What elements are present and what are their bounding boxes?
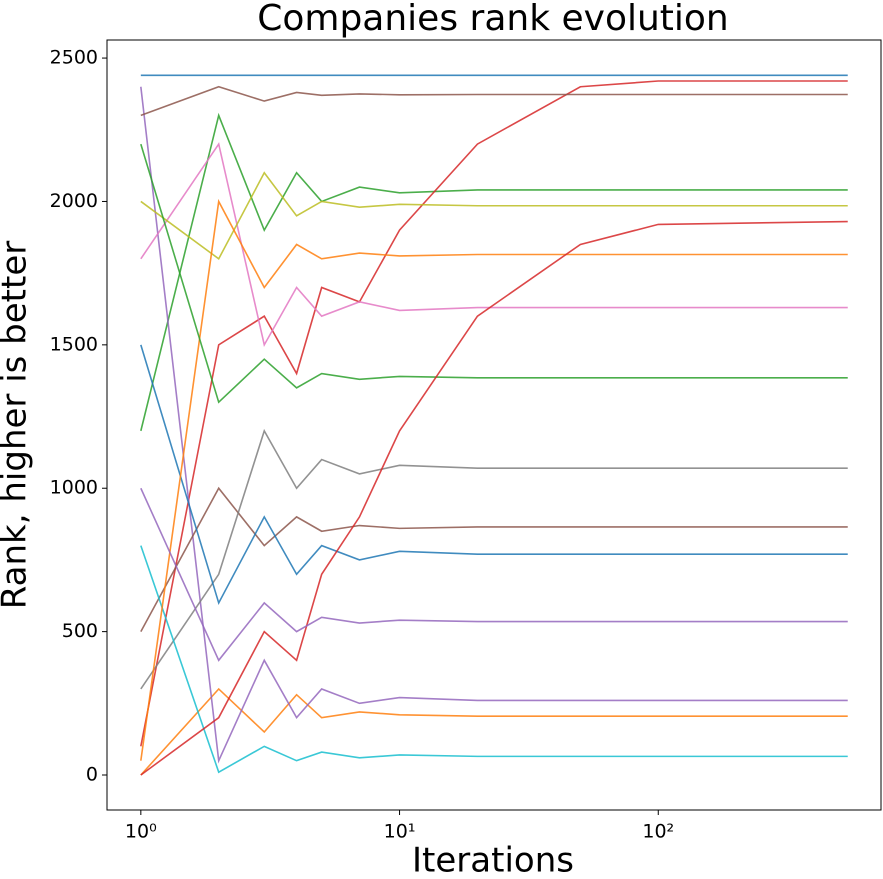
series-line	[140, 486, 848, 633]
series-line	[140, 143, 848, 404]
y-tick-label: 1500	[50, 333, 98, 355]
series-line	[140, 142, 848, 348]
plot-frame	[106, 39, 882, 811]
series-line	[140, 487, 848, 662]
series-line	[140, 112, 848, 432]
series-line	[140, 171, 848, 261]
y-tick-label: 2500	[50, 47, 98, 69]
y-tick-label: 0	[86, 764, 98, 786]
series-line	[140, 428, 848, 690]
chart-title: Companies rank evolution	[257, 0, 729, 39]
y-tick-label: 500	[62, 620, 98, 642]
x-axis-label: Iterations	[412, 841, 574, 879]
series-line	[140, 687, 848, 776]
series-line	[140, 198, 848, 761]
y-tick-label: 1000	[50, 477, 98, 499]
y-axis-label: Rank, higher is better	[0, 241, 35, 609]
series-line	[140, 85, 848, 117]
y-tick-label: 2000	[50, 190, 98, 212]
series-line	[140, 545, 848, 774]
x-tick-label: 10²	[642, 821, 674, 843]
series-line	[140, 220, 848, 776]
x-tick-label: 10¹	[384, 821, 416, 843]
series-line	[140, 86, 848, 764]
x-tick-label: 10⁰	[125, 821, 157, 843]
series-line	[140, 80, 848, 747]
series-line	[140, 344, 848, 606]
